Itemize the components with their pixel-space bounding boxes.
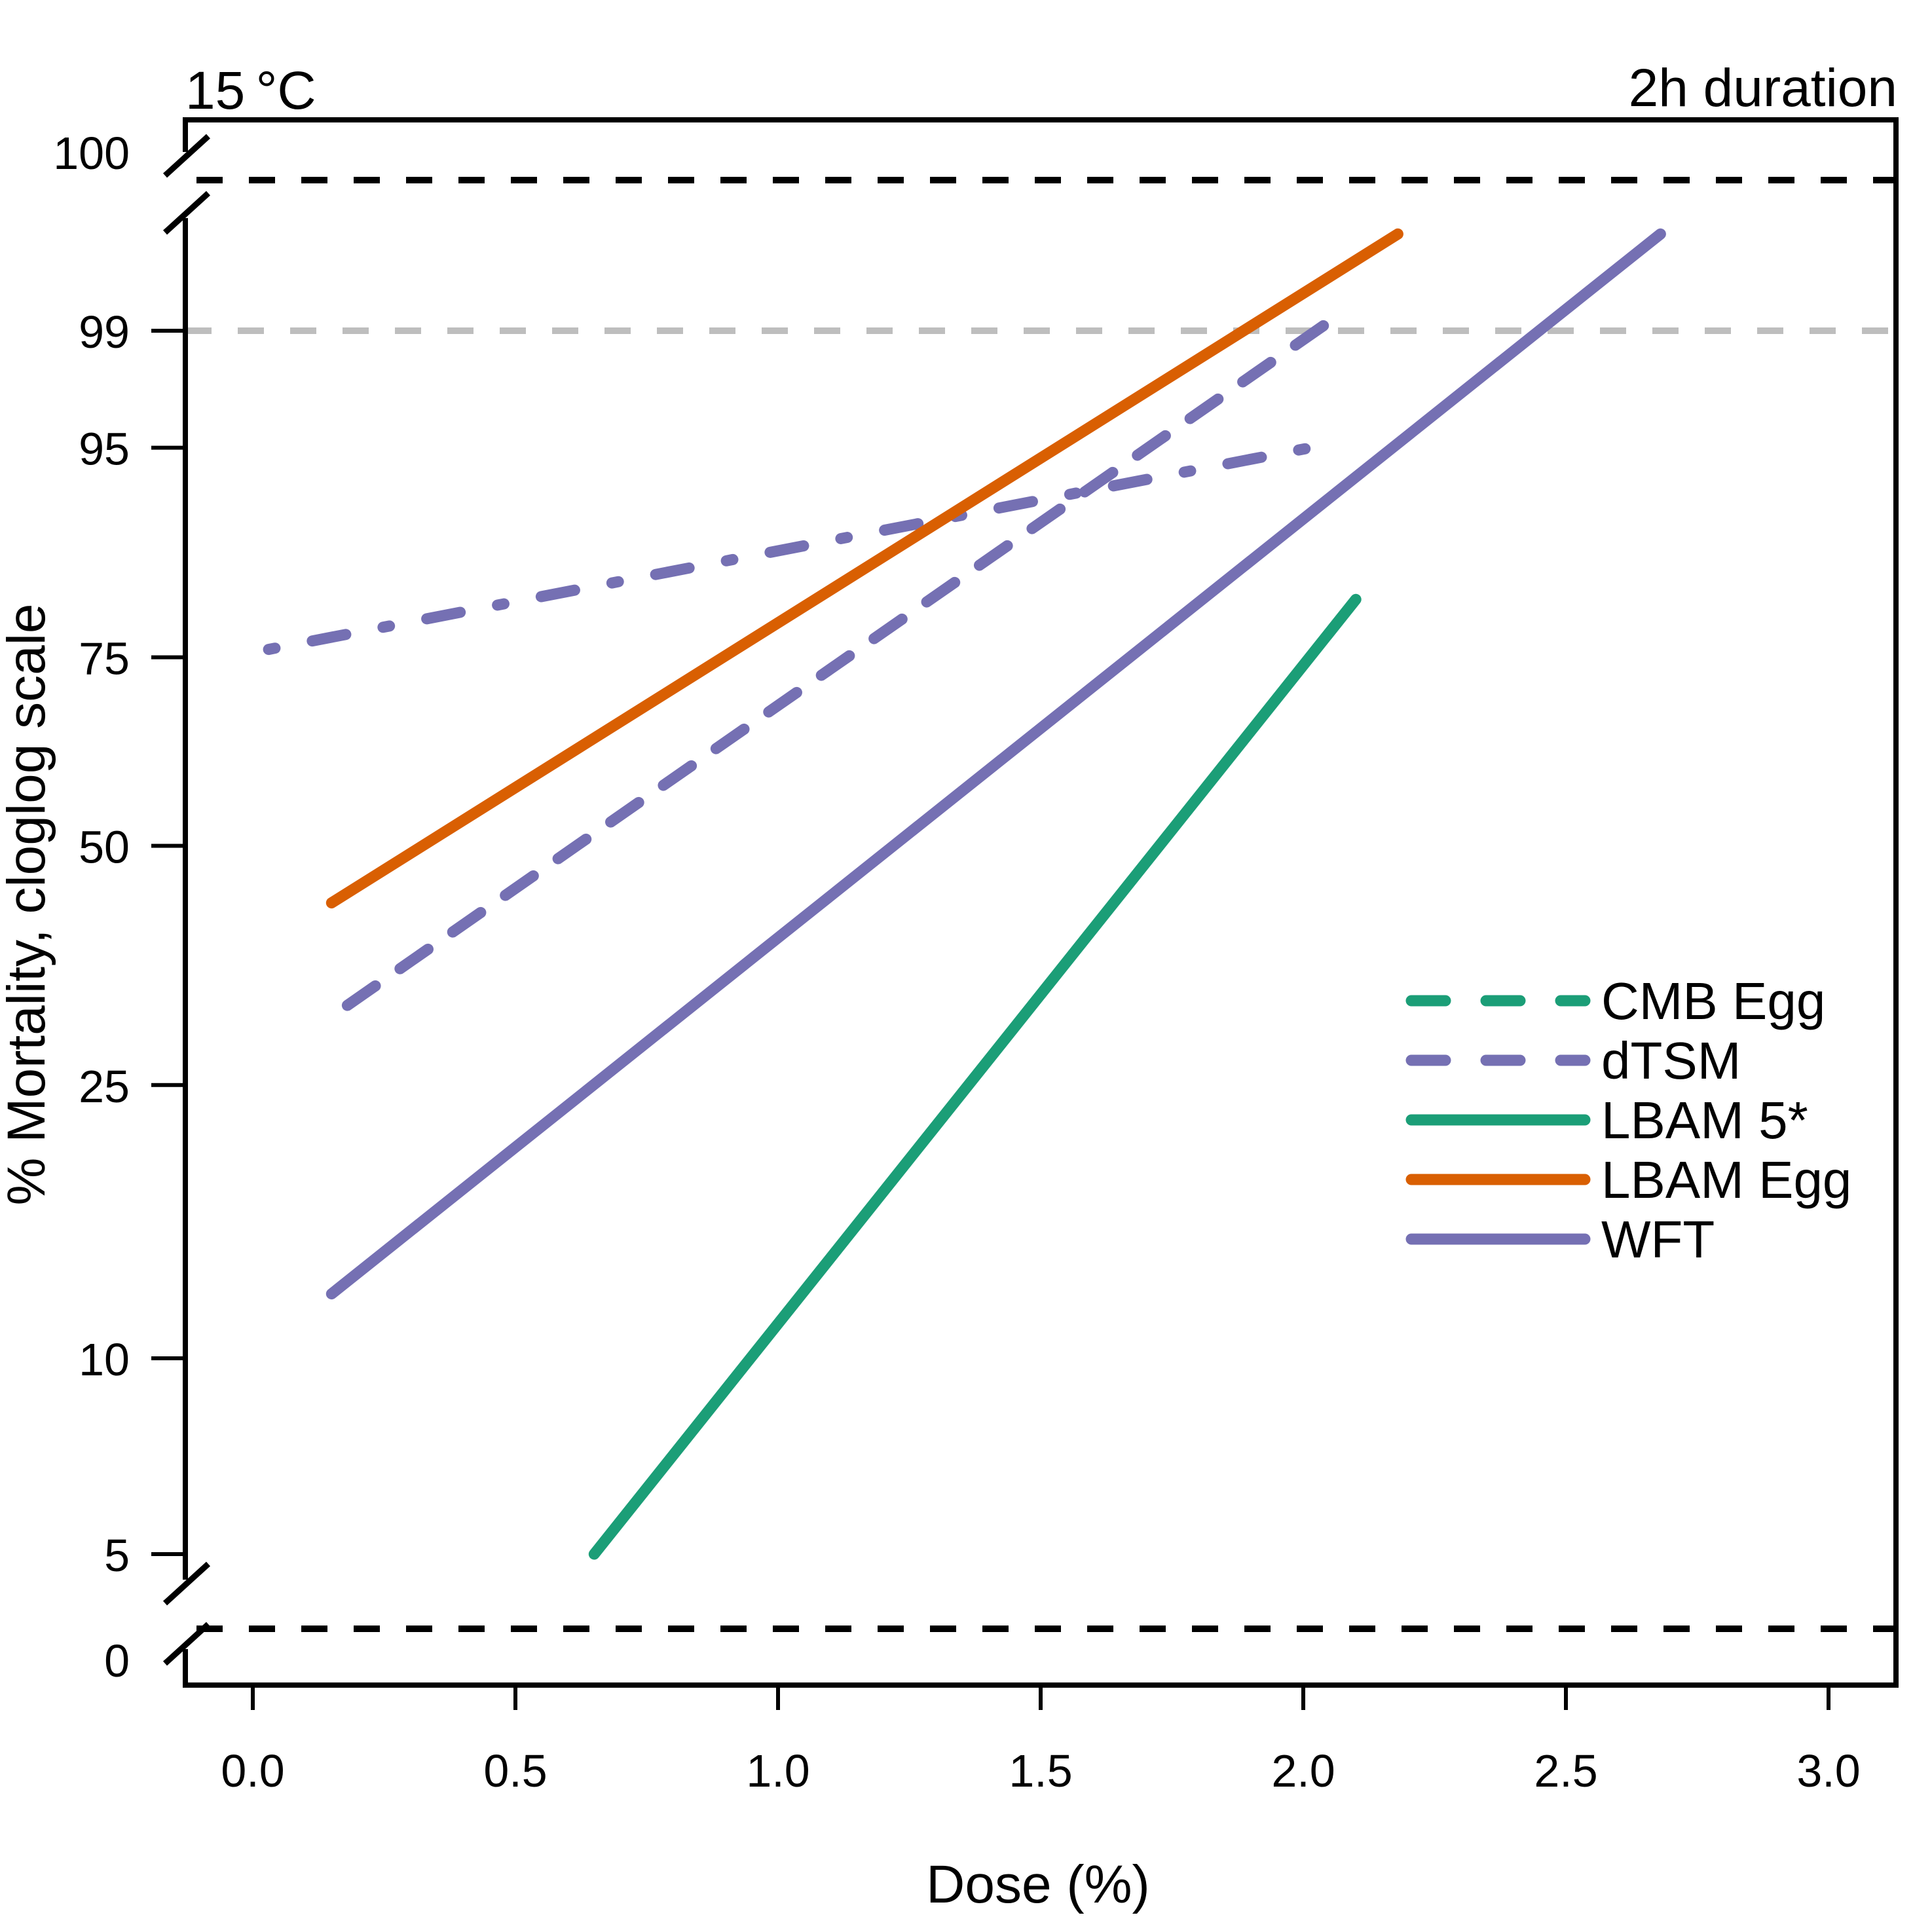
axis-break-mark-0b bbox=[162, 191, 211, 235]
y-axis-label: % Mortality, cloglog scale bbox=[0, 603, 56, 1205]
y-tick-label-5: 95 bbox=[79, 424, 130, 475]
axis-break-mark-0a bbox=[162, 134, 211, 178]
x-tick-label-3: 1.5 bbox=[1009, 1745, 1072, 1796]
series-line-lbam-egg-3 bbox=[325, 228, 1403, 909]
series-line-wft-4 bbox=[325, 228, 1666, 1300]
x-axis-label: Dose (%) bbox=[926, 1855, 1150, 1914]
x-tick-label-1: 0.5 bbox=[483, 1745, 547, 1796]
y-tick-label-1: 10 bbox=[79, 1334, 130, 1385]
x-tick-label-5: 2.5 bbox=[1534, 1745, 1597, 1796]
legend-label-4: WFT bbox=[1601, 1210, 1715, 1269]
plot-frame bbox=[183, 117, 1899, 1688]
y-break-label-top: 100 bbox=[53, 128, 130, 179]
legend-label-2: LBAM 5* bbox=[1601, 1091, 1808, 1149]
legend-label-1: dTSM bbox=[1601, 1031, 1741, 1090]
y-tick-label-0: 5 bbox=[104, 1530, 130, 1581]
x-tick-label-6: 3.0 bbox=[1796, 1745, 1860, 1796]
x-tick-label-0: 0.0 bbox=[221, 1745, 284, 1796]
axis-break-mark-1b bbox=[162, 1622, 211, 1666]
y-tick-label-2: 25 bbox=[79, 1061, 130, 1112]
axis-break-mark-1a bbox=[162, 1561, 211, 1606]
title-duration: 2h duration bbox=[1629, 58, 1897, 118]
x-tick-label-4: 2.0 bbox=[1271, 1745, 1335, 1796]
x-tick-label-2: 1.0 bbox=[746, 1745, 809, 1796]
series-line-dtsm-0 bbox=[341, 305, 1351, 1011]
y-break-label-bottom: 0 bbox=[104, 1635, 130, 1686]
y-tick-label-6: 99 bbox=[79, 307, 130, 358]
y-tick-label-3: 50 bbox=[79, 822, 130, 873]
series-line-lbam-5--2 bbox=[588, 593, 1362, 1560]
y-tick-label-4: 75 bbox=[79, 633, 130, 684]
title-temperature: 15 °C bbox=[185, 61, 316, 121]
legend-label-0: CMB Egg bbox=[1601, 972, 1825, 1030]
series-line-dtsm-1 bbox=[263, 438, 1335, 656]
legend-label-3: LBAM Egg bbox=[1601, 1151, 1851, 1209]
plot-area: 0.0 0.5 1.0 1.5 2.0 2.5 3.0 5 10 25 50 75 95 99 100 0 CM… bbox=[53, 117, 1899, 1796]
